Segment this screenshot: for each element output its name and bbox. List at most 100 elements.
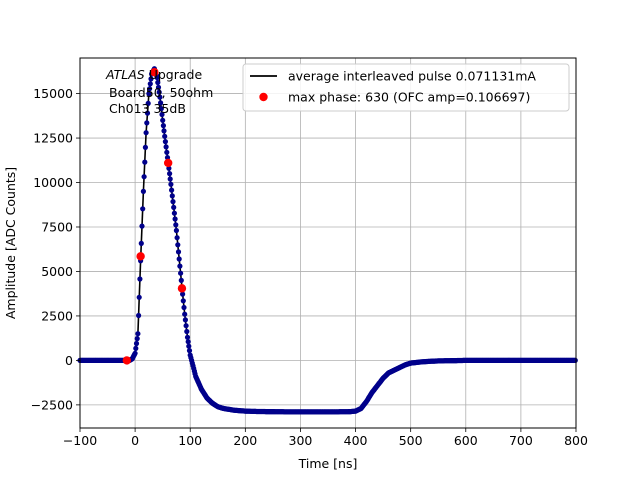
- pulse-sample-point: [158, 106, 164, 112]
- legend: average interleaved pulse 0.071131mA max…: [242, 63, 570, 112]
- x-tick-label-2: 100: [178, 433, 202, 448]
- pulse-sample-point: [141, 174, 147, 180]
- pulse-sample-point: [173, 222, 179, 228]
- pulse-sample-point: [134, 336, 140, 342]
- y-tick-label-3: 5000: [41, 264, 73, 279]
- pulse-sample-point: [183, 323, 189, 329]
- pulse-sample-point: [158, 100, 164, 106]
- y-tick-label-4: 7500: [41, 219, 73, 234]
- pulse-sample-point: [136, 294, 142, 300]
- pulse-sample-point: [186, 343, 192, 349]
- x-tick-label-7: 600: [454, 433, 478, 448]
- max-phase-point-2: [150, 68, 159, 77]
- x-tick-label-8: 700: [509, 433, 533, 448]
- y-tick-label-2: 2500: [41, 308, 73, 323]
- pulse-sample-point: [133, 345, 139, 351]
- pulse-sample-point: [133, 340, 140, 347]
- pulse-sample-point: [169, 193, 175, 199]
- pulse-sample-point: [180, 298, 186, 304]
- x-tick-label-4: 300: [289, 433, 313, 448]
- annotation-line-3: Ch013 35dB: [109, 101, 186, 116]
- max-phase-point-4: [177, 284, 187, 293]
- pulse-sample-point: [136, 312, 142, 319]
- pulse-sample-point: [132, 350, 138, 356]
- pulse-sample-point: [139, 223, 145, 229]
- pulse-sample-point: [160, 117, 166, 123]
- max-phase-point-0: [122, 356, 132, 365]
- pulse-sample-point: [186, 348, 193, 354]
- x-tick-label-5: 400: [344, 433, 368, 448]
- legend-entry-1: average interleaved pulse 0.071131mA: [288, 69, 536, 84]
- pulse-sample-point: [143, 130, 149, 136]
- max-phase-point-3: [163, 158, 173, 168]
- pulse-sample-point: [176, 256, 182, 262]
- pulse-sample-point: [167, 171, 173, 177]
- pulse-sample-point: [172, 216, 178, 222]
- legend-box: [242, 63, 570, 112]
- pulse-sample-point: [162, 133, 168, 139]
- pulse-sample-point: [144, 120, 150, 126]
- pulse-sample-point: [159, 111, 165, 118]
- pulse-sample-point: [146, 91, 152, 97]
- y-tick-label-7: 15000: [33, 86, 73, 101]
- pulse-sample-point: [572, 357, 578, 363]
- pulse-sample-point: [171, 204, 177, 210]
- pulse-sample-point: [170, 199, 176, 205]
- pulse-sample-point: [180, 291, 186, 297]
- pulse-sample-point: [178, 277, 184, 283]
- pulse-sample-point: [171, 210, 177, 216]
- pulse-sample-point: [162, 139, 168, 145]
- pulse-sample-point: [177, 263, 183, 269]
- y-tick-label-0: −2500: [31, 397, 73, 412]
- x-tick-label-3: 200: [233, 433, 257, 448]
- axis-ticks: −100 0 100 200 300 400 500 600 700 800 −2500 0 2500 5…: [31, 86, 588, 448]
- pulse-sample-point: [173, 227, 179, 234]
- x-tick-label-0: −100: [63, 433, 97, 448]
- pulse-sample-point: [140, 188, 146, 194]
- pulse-sample-point: [164, 149, 170, 155]
- pulse-sample-point: [175, 249, 182, 255]
- pulse-sample-point: [178, 270, 184, 276]
- pulse-sample-point: [182, 311, 188, 317]
- pulse-sample-point: [147, 86, 153, 92]
- pulse-sample-point: [161, 128, 167, 134]
- pulse-sample-point: [144, 110, 151, 116]
- pulse-sample-point: [168, 181, 174, 187]
- pulse-sample-point: [184, 328, 190, 335]
- y-tick-label-6: 12500: [33, 131, 73, 146]
- pulse-sample-point: [167, 176, 173, 182]
- pulse-sample-point: [181, 304, 187, 311]
- pulse-sample-point: [137, 276, 143, 282]
- pulse-sample-point: [154, 75, 160, 81]
- pulse-sample-point: [156, 89, 162, 95]
- pulse-sample-point: [138, 240, 144, 246]
- pulse-sample-point: [175, 242, 181, 248]
- pulse-sample-point: [169, 187, 175, 193]
- pulse-sample-point: [157, 94, 163, 100]
- annotation-line-2: Board50, 50ohm: [109, 85, 213, 100]
- pulse-sample-point: [140, 206, 146, 212]
- pulse-sample-point: [160, 123, 166, 129]
- legend-marker-swatch: [259, 92, 268, 102]
- pulse-sample-point: [185, 339, 191, 345]
- annotation-line-1: ATLAS Upgrade: [105, 67, 202, 82]
- plot-area: [77, 66, 578, 415]
- max-phase-point-1: [136, 252, 145, 261]
- annotation-atlas: ATLAS: [105, 67, 145, 82]
- annotation-upgrade: Upgrade: [145, 67, 203, 82]
- pulse-sample-point: [155, 79, 161, 86]
- pulse-sample-point: [147, 81, 153, 87]
- y-tick-label-5: 10000: [33, 175, 73, 190]
- pulse-sample-point: [135, 331, 141, 337]
- x-axis-label: Time [ns]: [298, 456, 358, 471]
- pulse-sample-point: [142, 144, 148, 150]
- pulse-sample-point: [155, 84, 162, 90]
- legend-entry-2: max phase: 630 (OFC amp=0.106697): [288, 90, 530, 105]
- axes-frame: [79, 57, 577, 429]
- pulse-sample-point: [163, 144, 169, 150]
- x-tick-label-6: 500: [399, 433, 423, 448]
- annotation: ATLAS Upgrade Board50, 50ohm Ch013 35dB: [105, 67, 213, 116]
- pulse-sample-point: [142, 159, 148, 165]
- y-tick-label-1: 0: [65, 353, 73, 368]
